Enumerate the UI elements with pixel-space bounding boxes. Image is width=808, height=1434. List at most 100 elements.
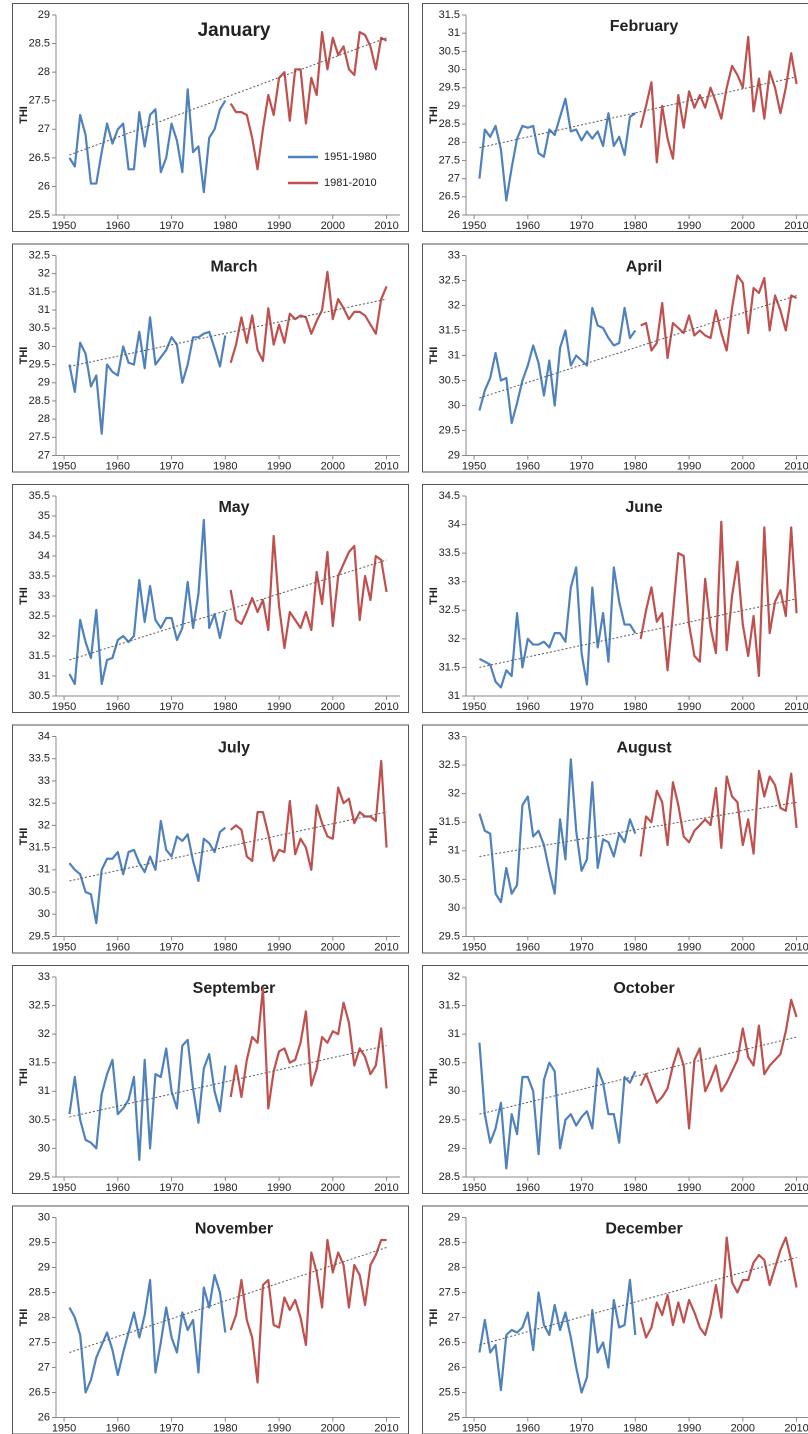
y-tick-label: 31.5 [29,1057,50,1069]
y-tick-label: 27 [38,123,50,135]
chart-panel: 29.5 30 30.5 31 31.5 32 32.5 33 33.5 34 1950 1960 19… [12,724,409,954]
chart-panel: 28.5 29 29.5 30 30.5 31 31.5 32 1950 1960 1970 1980… [422,965,808,1194]
x-tick-label: 1980 [623,1422,647,1434]
y-tick-label: 29.5 [29,1171,50,1183]
series-line [229,759,388,871]
x-tick-label: 1960 [106,1422,130,1434]
chart-title: June [625,499,662,516]
x-tick-label: 1970 [159,1422,183,1434]
y-tick-label: 31 [38,304,50,316]
x-tick-label: 1950 [462,701,486,713]
x-tick-label: 1970 [159,220,183,232]
y-tick-label: 30.5 [29,690,50,702]
y-axis-label: THI [18,828,30,846]
y-axis-label: THI [18,347,30,365]
y-tick-label: 31.5 [439,999,460,1011]
chart-panel: 30.5 31 31.5 32 32.5 33 33.5 34 34.5 35 35.5 1950 19… [12,484,409,713]
y-tick-label: 27.5 [29,95,50,107]
y-tick-label: 26 [448,209,460,221]
y-tick-label: 31 [38,1085,50,1097]
x-tick-label: 1960 [516,701,540,713]
y-tick-label: 34 [448,518,460,530]
series-line [478,1278,637,1394]
x-tick-label: 1950 [52,1182,76,1194]
y-tick-label: 28.5 [439,118,460,130]
y-axis-label: THI [428,1068,440,1086]
panel-border [12,1205,409,1434]
y-tick-label: 29 [38,1261,50,1273]
y-tick-label: 26.5 [29,1386,50,1398]
x-tick-label: 1950 [52,220,76,232]
x-tick-label: 2010 [374,1182,398,1194]
series-line [478,566,637,689]
y-tick-label: 25 [448,1411,460,1423]
panel-border [422,1205,808,1434]
x-tick-label: 1980 [213,941,237,953]
x-tick-label: 1960 [106,460,130,472]
y-tick-label: 33 [38,775,50,787]
y-tick-label: 26 [448,1361,460,1373]
x-tick-label: 1990 [267,460,291,472]
legend-label: 1951-1980 [324,151,377,163]
y-tick-label: 33.5 [29,570,50,582]
x-tick-label: 1990 [677,701,701,713]
chart-panel: 26 26.5 27 27.5 28 28.5 29 29.5 30 30.5 31 31.5 1950… [422,3,808,232]
x-tick-label: 1980 [213,460,237,472]
x-tick-label: 1950 [462,941,486,953]
y-tick-label: 32.5 [29,249,50,261]
x-tick-label: 2010 [784,701,808,713]
series-line [229,31,388,171]
x-tick-label: 1990 [677,1182,701,1194]
y-tick-label: 28 [38,413,50,425]
x-tick-label: 1960 [106,701,130,713]
y-axis-label: THI [428,828,440,846]
x-tick-label: 2000 [731,460,755,472]
x-tick-label: 2000 [731,1182,755,1194]
y-tick-label: 31.5 [29,842,50,854]
y-tick-label: 30.5 [29,322,50,334]
x-tick-label: 2010 [374,1422,398,1434]
y-tick-label: 28 [448,1261,460,1273]
y-tick-label: 34.5 [29,530,50,542]
x-tick-label: 1960 [106,1182,130,1194]
y-tick-label: 27 [38,1361,50,1373]
y-tick-label: 28 [448,136,460,148]
x-tick-label: 1960 [516,1182,540,1194]
x-tick-label: 2010 [784,1182,808,1194]
y-tick-label: 30.5 [439,374,460,386]
panel-border [12,3,409,232]
y-tick-label: 32.5 [29,797,50,809]
y-tick-label: 32.5 [439,759,460,771]
y-axis-label: THI [18,1068,30,1086]
y-tick-label: 31 [38,864,50,876]
y-tick-label: 28.5 [29,1286,50,1298]
x-tick-label: 1980 [213,701,237,713]
y-tick-label: 30.5 [439,45,460,57]
y-tick-label: 27.5 [439,154,460,166]
trend-line [69,559,387,661]
y-tick-label: 26 [38,180,50,192]
x-tick-label: 2010 [784,1422,808,1434]
y-axis-label: THI [18,587,30,605]
panel-border [12,243,409,473]
y-tick-label: 31.5 [439,816,460,828]
chart-panel: 25.5 26 26.5 27 27.5 28 28.5 29 1950 1960 1970 1980… [12,3,409,232]
x-tick-label: 1960 [516,460,540,472]
y-tick-label: 31.5 [439,9,460,21]
y-tick-label: 28.5 [439,1171,460,1183]
x-tick-label: 2010 [784,941,808,953]
y-tick-label: 29.5 [439,82,460,94]
trend-line [69,37,387,156]
y-tick-label: 34 [38,730,50,742]
series-line [639,1236,798,1339]
x-tick-label: 1950 [52,701,76,713]
x-tick-label: 2000 [731,220,755,232]
y-tick-label: 26.5 [439,191,460,203]
chart-panel: 27 27.5 28 28.5 29 29.5 30 30.5 31 31.5 32 32.5 1950… [12,243,409,473]
x-tick-label: 1960 [516,1422,540,1434]
y-tick-label: 30.5 [29,1114,50,1126]
y-tick-label: 35.5 [29,490,50,502]
x-tick-label: 1980 [623,220,647,232]
x-tick-label: 1990 [267,701,291,713]
x-tick-label: 1970 [569,941,593,953]
